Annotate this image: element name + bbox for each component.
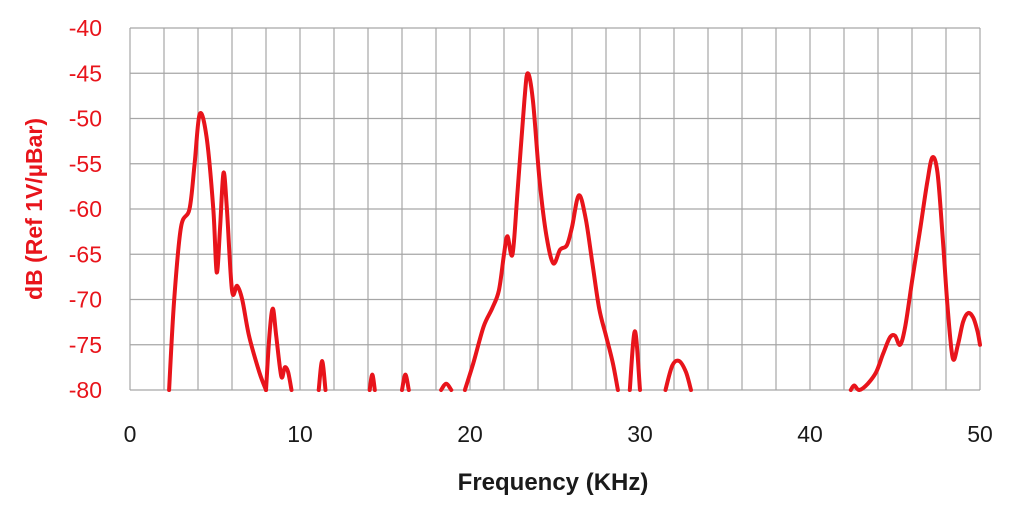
x-tick-label: 30 [627,421,653,447]
series-line-segment [400,372,411,392]
series-line-segment [367,372,377,392]
y-tick-label: -70 [69,287,102,313]
x-tick-label: 10 [287,421,313,447]
series-line-segment [264,306,294,392]
series-line-segment [663,358,693,392]
y-axis-label: dB (Ref 1V/µBar) [21,118,47,300]
y-tick-label: -60 [69,196,102,222]
x-tick-label: 40 [797,421,823,447]
series-line-segment [167,111,268,392]
y-tick-label: -65 [69,241,102,267]
series-line [167,71,982,392]
series-line-segment [316,359,328,392]
x-tick-label: 0 [124,421,137,447]
y-tick-label: -75 [69,332,102,358]
y-tick-labels: -40 -45 -50 -55 -60 -65 -70 -75 -80 [69,15,102,403]
x-tick-label: 20 [457,421,483,447]
y-tick-label: -40 [69,15,102,41]
y-tick-label: -45 [69,60,102,86]
grid-layer [129,27,981,391]
x-tick-label: 50 [967,421,993,447]
series-line-segment [848,155,982,392]
y-tick-label: -50 [69,106,102,132]
series-line-segment [439,381,454,392]
y-tick-label: -55 [69,151,102,177]
series-line-segment [462,71,620,392]
x-axis-label: Frequency (KHz) [458,469,649,496]
y-tick-label: -80 [69,377,102,403]
x-tick-labels: 0 10 20 30 40 50 [124,421,993,447]
series-line-segment [627,329,642,392]
